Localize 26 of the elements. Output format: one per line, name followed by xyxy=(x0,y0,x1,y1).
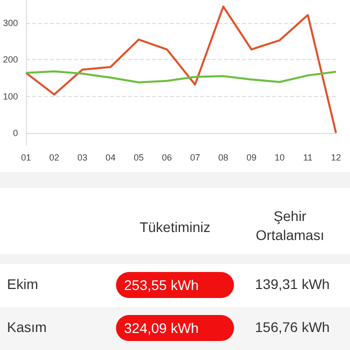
x-tick-label: 05 xyxy=(134,152,144,162)
x-tick-label: 07 xyxy=(190,152,200,162)
text: Kasım xyxy=(7,319,47,335)
x-tick-label: 10 xyxy=(274,152,285,162)
x-tick-label: 09 xyxy=(246,152,256,162)
line-series xyxy=(25,6,337,134)
x-tick-label: 12 xyxy=(330,152,342,162)
y-tick-label: 100 xyxy=(2,91,18,102)
text: Şehir Ortalaması xyxy=(254,207,326,245)
y-tick-label: 300 xyxy=(2,18,18,28)
x-tick-label: 08 xyxy=(218,152,228,162)
text: Ekim xyxy=(7,276,38,292)
x-tick-label: 11 xyxy=(303,152,312,162)
y-tick-label: 0 xyxy=(13,128,18,138)
x-tick-label: 04 xyxy=(106,152,116,162)
text: Tüketiminiz xyxy=(138,218,212,237)
text: 139,31 kWh xyxy=(255,276,330,292)
x-tick-label: 01 xyxy=(21,152,32,162)
text: 324,09 kWh xyxy=(116,315,234,341)
x-tick-label: 03 xyxy=(77,152,88,162)
x-tick-label: 06 xyxy=(162,152,172,162)
text: 253,55 kWh xyxy=(116,272,234,298)
text: 156,76 kWh xyxy=(255,319,330,335)
y-tick-label: 200 xyxy=(2,54,18,65)
x-tick-label: 02 xyxy=(49,152,60,162)
line-series xyxy=(25,70,337,84)
